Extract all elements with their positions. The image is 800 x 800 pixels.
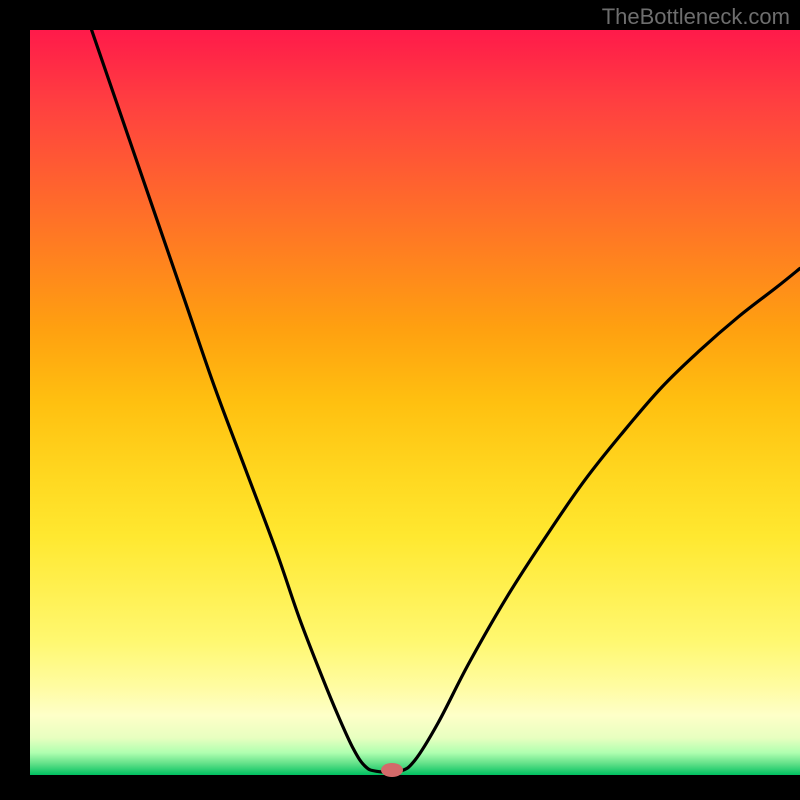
bottleneck-curve <box>30 30 800 775</box>
attribution-text: TheBottleneck.com <box>602 4 790 30</box>
minimum-marker <box>381 763 403 777</box>
gradient-plot-area <box>30 30 800 775</box>
